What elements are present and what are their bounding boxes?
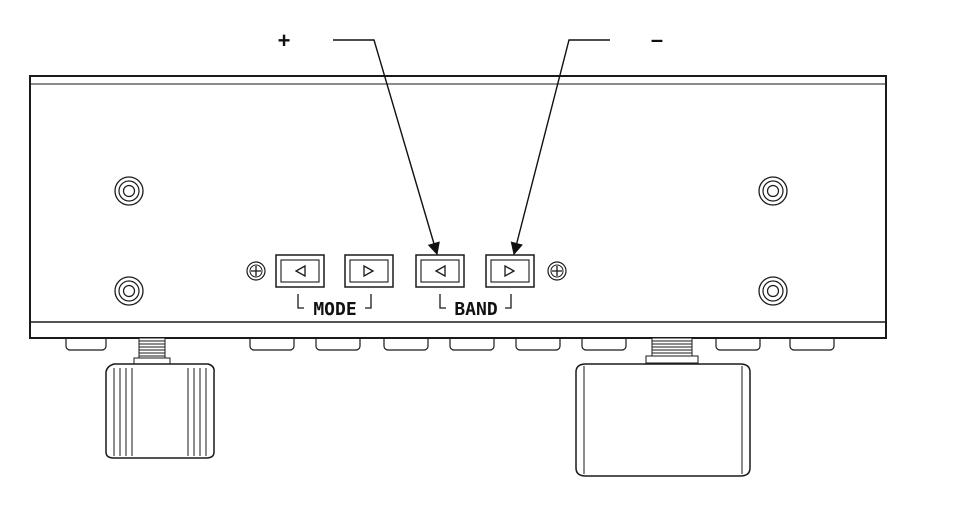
minus-callout-label: – <box>651 27 663 52</box>
knob-body <box>575 363 751 477</box>
left-arrow-icon <box>434 264 446 278</box>
right-arrow-icon <box>504 264 516 278</box>
screw-bottom-right-icon <box>758 276 788 306</box>
knob-threaded-shaft <box>645 337 699 364</box>
bottom-tab <box>715 338 761 351</box>
right-arrow-icon <box>363 264 375 278</box>
bottom-tab <box>789 338 835 351</box>
bottom-tab <box>581 338 627 351</box>
mode-left-button[interactable] <box>275 254 325 288</box>
phillips-screw-right-icon <box>547 261 567 281</box>
plus-leader-line <box>333 39 440 256</box>
knob-threaded-shaft <box>133 337 171 365</box>
chassis <box>29 75 887 339</box>
band-bracket <box>439 294 512 309</box>
screw-top-left-icon <box>114 176 144 206</box>
knob-body <box>105 363 215 459</box>
band-group-label: BAND <box>454 299 498 320</box>
bottom-tab <box>383 338 429 351</box>
mounting-screws <box>114 176 788 306</box>
screw-bottom-left-icon <box>114 276 144 306</box>
right-knob <box>575 337 751 477</box>
minus-leader-line <box>510 39 610 256</box>
left-arrow-icon <box>294 264 306 278</box>
bottom-tab <box>515 338 561 351</box>
bottom-tab <box>249 338 295 351</box>
band-right-button[interactable] <box>485 254 535 288</box>
minus-callout <box>510 39 610 256</box>
left-knob <box>105 337 215 459</box>
mode-bracket <box>297 294 372 309</box>
mode-group-label: MODE <box>313 299 356 320</box>
bottom-tab <box>65 338 107 351</box>
phillips-screw-left-icon <box>246 261 266 281</box>
plus-callout <box>333 39 440 256</box>
plus-callout-label: + <box>278 28 291 53</box>
bottom-tab <box>315 338 361 351</box>
band-left-button[interactable] <box>415 254 465 288</box>
chassis-body <box>29 75 887 339</box>
screw-top-right-icon <box>758 176 788 206</box>
bottom-tabs <box>65 338 835 351</box>
mode-right-button[interactable] <box>344 254 394 288</box>
bottom-tab <box>449 338 495 351</box>
